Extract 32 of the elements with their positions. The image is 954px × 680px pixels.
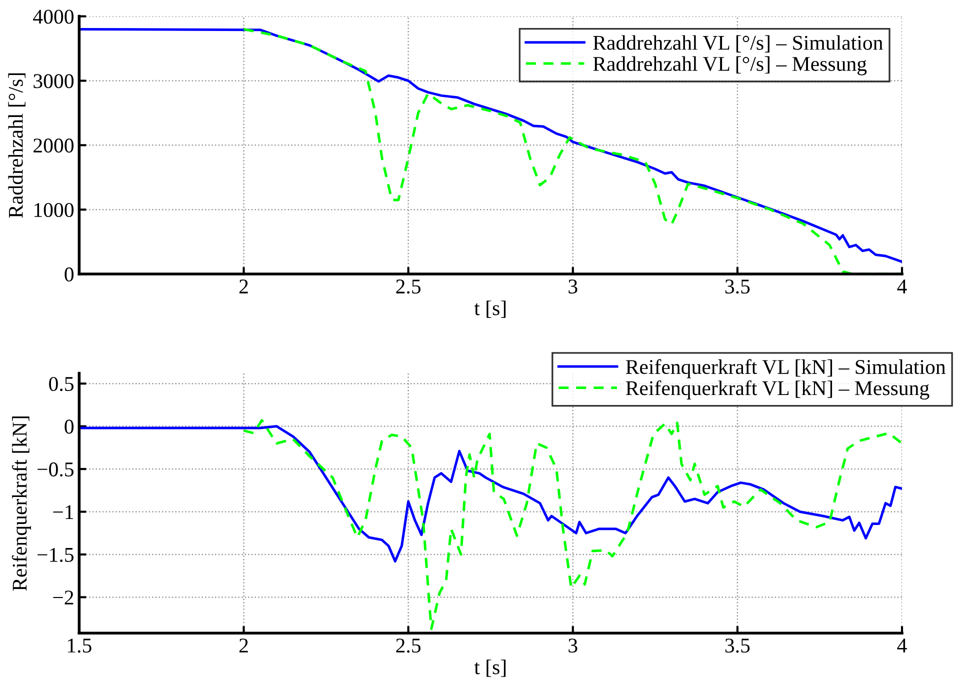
x-tick-label: 3 <box>568 638 578 653</box>
line-series <box>242 419 902 630</box>
x-tick-label: 2.5 <box>396 280 421 294</box>
y-tick-label: −2 <box>53 590 74 604</box>
y-tick-label: −1.5 <box>38 548 74 562</box>
x-tick-label: 4 <box>897 638 907 652</box>
y-tick-label: −0.5 <box>38 462 74 477</box>
x-tick-label: 1.5 <box>68 638 92 653</box>
x-axis-title: t [s] <box>474 300 506 318</box>
y-axis-title: Raddrehzahl [°/s] <box>8 73 26 218</box>
y-axis-title: Reifenquerkraft [kN] <box>12 416 31 591</box>
x-tick-label: 4 <box>897 280 907 294</box>
x-tick-label: 2 <box>239 280 248 294</box>
y-tick-label: 0 <box>64 420 74 434</box>
y-tick-label: −1 <box>53 505 74 519</box>
x-tick-label: 2.5 <box>396 638 421 653</box>
legend-label: Raddrehzahl VL [°/s] – Messung <box>593 56 867 76</box>
x-tick-label: 3.5 <box>725 638 750 653</box>
y-tick-label: 4000 <box>33 10 74 24</box>
x-tick-label: 3.5 <box>725 280 750 294</box>
legend-label: Reifenquerkraft VL [kN] – Simulation <box>626 359 946 378</box>
legend-label: Reifenquerkraft VL [kN] – Messung <box>626 380 930 400</box>
line-series <box>79 425 902 563</box>
x-tick-label: 2 <box>239 638 248 652</box>
y-tick-label: 0.5 <box>49 376 74 392</box>
x-tick-label: 3 <box>568 280 578 294</box>
y-tick-label: 0 <box>64 267 74 282</box>
y-tick-label: 2000 <box>34 138 74 153</box>
x-axis-title: t [s] <box>474 660 506 677</box>
legend-label: Raddrehzahl VL [°/s] – Simulation <box>593 35 883 52</box>
y-tick-label: 3000 <box>34 74 74 88</box>
y-tick-label: 1000 <box>34 202 74 218</box>
